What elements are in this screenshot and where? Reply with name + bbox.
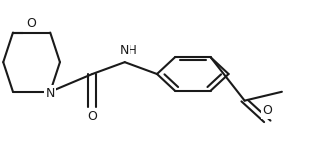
Text: N: N: [46, 87, 55, 100]
Text: O: O: [87, 110, 97, 123]
Text: N: N: [119, 42, 128, 55]
Text: H: H: [122, 42, 131, 55]
Text: O: O: [262, 104, 272, 118]
Text: O: O: [27, 17, 37, 30]
Text: N: N: [120, 44, 129, 57]
Text: H: H: [128, 44, 137, 57]
